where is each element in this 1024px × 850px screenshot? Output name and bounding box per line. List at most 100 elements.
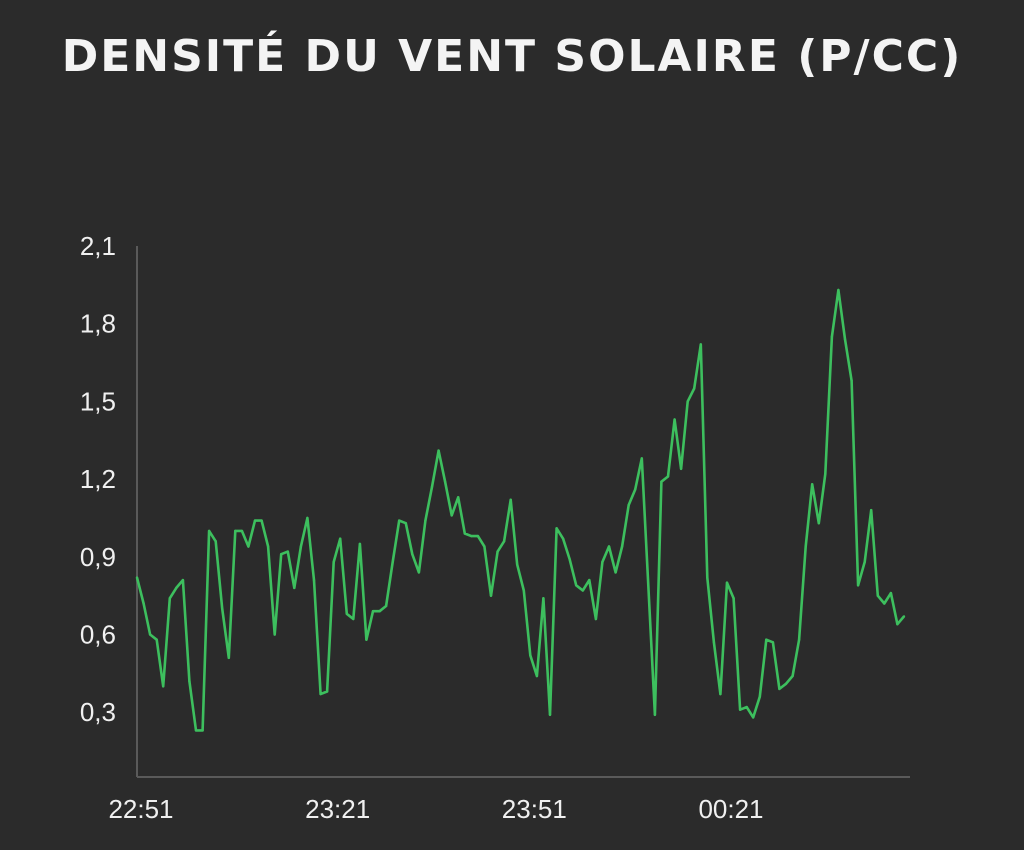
data-point — [378, 610, 381, 613]
data-point — [273, 633, 276, 636]
data-point — [529, 654, 532, 657]
data-point — [424, 519, 427, 522]
data-point — [260, 519, 263, 522]
data-point — [824, 472, 827, 476]
data-point — [686, 400, 689, 403]
data-point — [175, 586, 178, 590]
data-point — [758, 695, 761, 698]
x-tick-label: 23:21 — [305, 794, 370, 824]
data-point — [817, 522, 820, 525]
data-point — [227, 656, 230, 659]
data-point — [266, 545, 270, 548]
data-point — [830, 335, 834, 338]
data-point — [398, 519, 401, 522]
data-point — [162, 685, 165, 688]
data-point — [568, 558, 571, 561]
data-point — [502, 540, 506, 543]
data-point — [371, 610, 375, 613]
chart-title: DENSITÉ DU VENT SOLAIRE (P/CC) — [61, 31, 963, 82]
data-point — [430, 485, 434, 489]
data-point — [870, 509, 873, 512]
data-point — [555, 527, 558, 530]
data-point — [148, 633, 152, 636]
y-tick-label: 1,5 — [80, 386, 116, 416]
data-point — [509, 498, 512, 501]
data-point — [607, 545, 611, 548]
data-point — [902, 615, 906, 618]
data-point — [784, 682, 788, 685]
data-point — [647, 584, 650, 587]
data-point — [804, 545, 807, 548]
data-point — [221, 607, 224, 610]
series-line — [135, 288, 905, 732]
y-tick-label: 0,3 — [80, 697, 116, 727]
data-point — [470, 534, 473, 538]
data-point — [214, 540, 217, 543]
x-tick-labels: 22:51 23:21 23:51 00:21 — [108, 794, 763, 824]
data-point — [666, 475, 670, 478]
y-tick-label: 1,2 — [80, 464, 116, 494]
data-point — [450, 514, 453, 517]
data-point — [752, 716, 755, 719]
data-point — [725, 581, 729, 584]
data-point — [575, 584, 578, 587]
data-point — [293, 586, 296, 590]
data-point — [286, 550, 289, 553]
data-point — [889, 591, 893, 595]
data-point — [673, 418, 676, 421]
data-point — [856, 584, 860, 587]
data-point — [771, 641, 775, 644]
data-point — [706, 576, 709, 579]
data-point — [443, 480, 447, 483]
data-point — [561, 537, 565, 540]
data-point — [634, 488, 637, 491]
data-point — [653, 713, 657, 716]
data-point — [765, 638, 768, 641]
y-tick-label: 2,1 — [80, 231, 116, 261]
data-point — [135, 576, 139, 579]
x-tick-label: 22:51 — [108, 794, 173, 824]
data-point — [168, 597, 171, 600]
series-layer — [135, 288, 906, 732]
data-point — [601, 560, 604, 564]
data-point — [207, 529, 211, 533]
data-point — [339, 537, 342, 540]
data-point — [404, 522, 407, 525]
data-point — [535, 674, 539, 678]
data-point — [693, 387, 696, 390]
data-point — [581, 589, 584, 592]
data-point — [247, 545, 250, 548]
data-point — [201, 729, 204, 732]
data-point — [516, 563, 519, 566]
data-point — [719, 692, 722, 696]
data-point — [240, 529, 244, 533]
data-point — [306, 516, 309, 520]
data-point — [496, 550, 499, 553]
data-point — [325, 690, 329, 693]
data-point — [627, 503, 630, 507]
data-point — [417, 571, 421, 574]
data-point — [837, 288, 840, 292]
data-point — [312, 578, 316, 582]
data-point — [437, 449, 440, 452]
data-point — [411, 553, 414, 556]
data-point — [384, 604, 388, 608]
data-point — [620, 545, 624, 548]
x-tick-label: 00:21 — [698, 794, 763, 824]
data-point — [319, 692, 322, 696]
data-point — [457, 496, 460, 499]
data-point — [253, 519, 257, 522]
y-tick-label: 1,8 — [80, 309, 116, 339]
data-point — [778, 687, 781, 691]
data-point — [358, 542, 362, 546]
data-point — [391, 560, 394, 564]
data-point — [463, 532, 466, 535]
data-point — [850, 379, 853, 382]
data-point — [365, 638, 368, 641]
data-point — [542, 597, 545, 600]
data-point — [679, 467, 683, 470]
data-point — [142, 602, 145, 605]
data-point — [594, 617, 598, 621]
data-point — [896, 623, 899, 626]
